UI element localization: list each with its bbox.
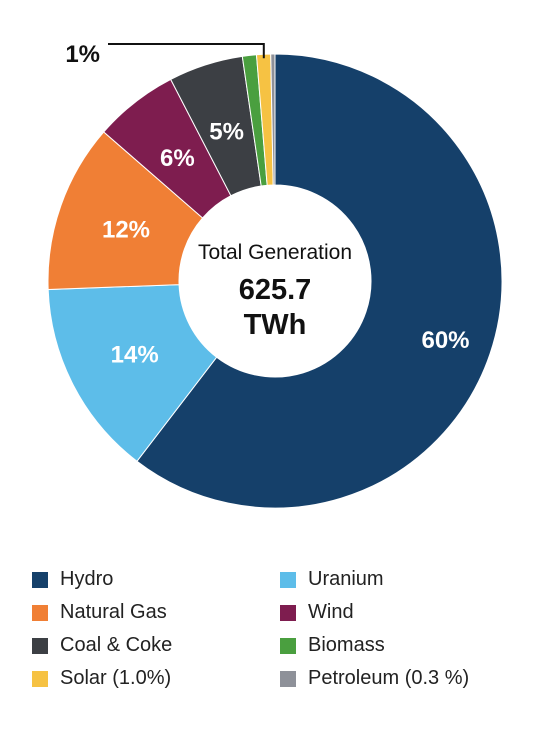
slice-label-natural-gas: 12% (102, 216, 150, 243)
legend-label: Solar (1.0%) (60, 667, 172, 689)
legend-swatch (280, 670, 296, 687)
slice-label-uranium: 14% (111, 342, 159, 369)
legend-item-wind: Wind (280, 598, 502, 627)
slice-petroleum (270, 53, 276, 186)
center-subtitle: Total Generation (198, 241, 352, 264)
donut-chart: 60% 14% 12% 6% 5% 1% Total Generation 625.7 … (47, 41, 503, 509)
center-total-value: 625.7 (239, 274, 312, 306)
legend-item-biomass: Biomass (280, 631, 502, 660)
legend-swatch (280, 571, 296, 588)
callout-leader-line (108, 43, 265, 59)
legend-label: Hydro (60, 568, 114, 590)
legend-label: Uranium (308, 568, 384, 590)
legend-swatch (280, 637, 296, 654)
legend-label: Biomass (308, 634, 385, 656)
slice-natural-gas (47, 131, 204, 291)
center-total-unit: TWh (244, 309, 307, 341)
slice-label-coal-coke: 5% (209, 119, 244, 146)
legend-swatch (32, 604, 48, 621)
legend-swatch (32, 637, 48, 654)
legend-label: Petroleum (0.3 %) (308, 667, 470, 689)
legend-swatch (32, 571, 48, 588)
legend-item-uranium: Uranium (280, 565, 502, 594)
legend-label: Coal & Coke (60, 634, 173, 656)
donut-center: Total Generation 625.7 TWh (198, 241, 352, 341)
chart-legend: Hydro Uranium Natural Gas Wind Coal & Coke Bi… (32, 565, 502, 693)
slice-labels: 60% 14% 12% 6% 5% (102, 119, 470, 369)
slice-hydro (136, 53, 503, 509)
callout-label: 1% (65, 41, 100, 68)
callout: 1% (65, 41, 265, 68)
legend-label: Wind (308, 601, 354, 623)
legend-label: Natural Gas (60, 601, 167, 623)
slice-uranium (47, 284, 218, 462)
legend-swatch (280, 604, 296, 621)
legend-item-natural-gas: Natural Gas (32, 598, 280, 627)
legend-item-hydro: Hydro (32, 565, 280, 594)
legend-item-coal-coke: Coal & Coke (32, 631, 280, 660)
slice-label-hydro: 60% (421, 327, 469, 354)
donut-slices (47, 53, 503, 509)
slice-label-wind: 6% (160, 145, 195, 172)
legend-swatch (32, 670, 48, 687)
legend-item-solar-1-0: Solar (1.0%) (32, 664, 280, 693)
legend-item-petroleum-0-3: Petroleum (0.3 %) (280, 664, 502, 693)
